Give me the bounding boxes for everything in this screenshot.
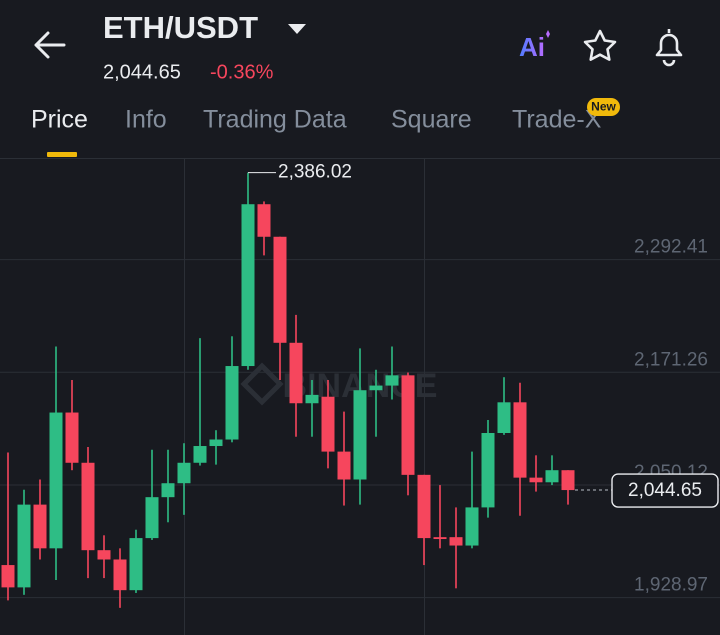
candle-body — [321, 396, 335, 452]
candle-body — [513, 402, 527, 478]
new-badge-text: New — [591, 100, 616, 114]
candle-body — [161, 483, 175, 498]
tab[interactable]: Square — [391, 106, 472, 134]
candle-body — [417, 474, 431, 539]
active-tab-indicator — [47, 152, 77, 157]
bell-icon — [655, 33, 683, 57]
header-change: -0.36% — [210, 61, 274, 83]
last-price-tag — [611, 473, 719, 508]
candle-body — [225, 366, 239, 440]
pair-title[interactable]: ETH/USDT — [103, 10, 258, 45]
header-price: 2,044.65 — [103, 61, 181, 83]
y-tick-label: 1,928.97 — [634, 575, 708, 596]
candle-body — [305, 394, 319, 404]
tab[interactable]: Info — [125, 106, 167, 134]
candle-body — [33, 504, 47, 549]
candle-body — [209, 439, 223, 447]
candle-body — [337, 451, 351, 480]
candle-body — [561, 470, 575, 491]
candle-body — [289, 342, 303, 404]
new-badge — [587, 98, 620, 116]
bell-clapper — [662, 59, 676, 67]
chart: BINANCE1,928.972,050.122,171.262,292.412… — [0, 162, 720, 608]
max-marker-label: 2,386.02 — [278, 162, 352, 183]
back-button[interactable] — [34, 31, 66, 59]
candle-body — [401, 375, 415, 475]
candle-body — [81, 462, 95, 551]
candle-body — [369, 385, 383, 391]
candle-body — [49, 412, 63, 549]
watermark-logo — [240, 362, 284, 406]
ai-sparkle — [546, 30, 550, 38]
y-tick-label: 2,292.41 — [634, 237, 708, 258]
candle-body — [97, 550, 111, 560]
alert-button[interactable] — [655, 29, 683, 67]
candle-body — [529, 477, 543, 483]
candle-body — [193, 446, 207, 463]
tab-bar: Price Info Trading Data Square Trade-X — [31, 106, 602, 134]
candle-body — [545, 470, 559, 483]
candle-body — [481, 433, 495, 508]
candle-body — [353, 390, 367, 480]
dropdown-icon[interactable] — [288, 24, 306, 34]
candle-body — [273, 236, 287, 343]
candle-body — [497, 402, 511, 434]
back-arrow — [34, 31, 66, 59]
candle-body — [449, 537, 463, 546]
candle-body — [1, 565, 15, 588]
candle-body — [129, 538, 143, 591]
candle-body — [17, 504, 31, 588]
tab[interactable]: Price — [31, 106, 88, 134]
candle-body — [257, 204, 271, 237]
candle-body — [177, 462, 191, 484]
candle-body — [65, 412, 79, 463]
ai-button[interactable]: Ai — [519, 32, 545, 62]
candle-body — [385, 375, 399, 386]
candle-body — [433, 537, 447, 540]
favorite-button[interactable] — [583, 29, 617, 61]
candle-body — [113, 559, 127, 591]
tab[interactable]: Trading Data — [203, 106, 347, 134]
candle-body — [241, 204, 255, 367]
candle-body — [145, 497, 159, 539]
candle-body — [465, 507, 479, 546]
last-price-label: 2,044.65 — [628, 480, 702, 501]
y-tick-label: 2,171.26 — [634, 349, 708, 370]
tab[interactable]: Trade-X — [512, 106, 602, 134]
